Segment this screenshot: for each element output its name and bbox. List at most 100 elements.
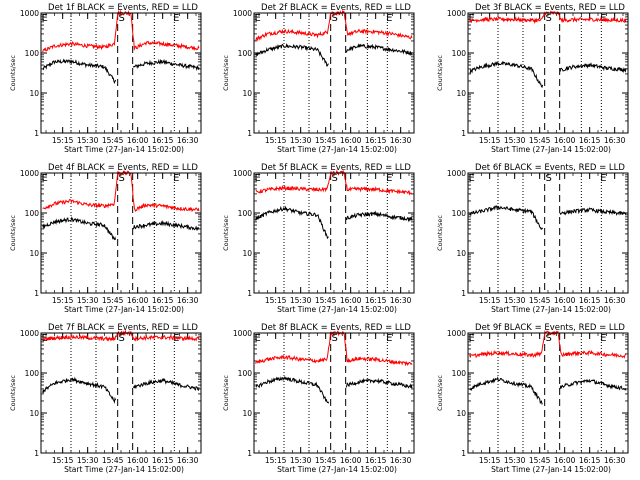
lld-series-line [255,330,413,367]
x-tick-label: 15:30 [504,296,526,305]
x-tick-label: 15:45 [529,456,551,465]
marker-label: S [118,173,124,184]
x-tick-label: 15:45 [102,456,124,465]
events-series-line [255,205,329,240]
y-tick-label: 1000 [20,329,39,338]
y-axis-label: Counts/sec [9,375,17,411]
lld-series-line [469,10,627,24]
y-tick-label: 100 [238,49,253,58]
marker-label: E [255,13,261,24]
panel-title: Det 7f BLACK = Events, RED = LLD [48,323,198,333]
y-tick-label: 10 [456,409,466,418]
events-series-line [559,207,627,216]
y-tick-label: 1000 [447,9,466,18]
x-tick-label: 15:15 [265,136,287,145]
plot-frame [253,172,415,294]
x-tick-label: 16:30 [604,296,626,305]
marker-label: S [118,13,124,24]
y-tick-label: 100 [452,49,467,58]
plot-frame [467,332,629,454]
lld-series-line [469,329,627,359]
y-tick-label: 1 [34,129,39,138]
x-tick-label: 16:30 [177,136,199,145]
x-axis-label: Start Time (27-Jan-14 15:02:00) [277,145,397,154]
events-series-line [42,376,117,404]
panel-title: Det 6f BLACK = Events, RED = LLD [475,163,625,173]
x-tick-label: 16:30 [604,136,626,145]
events-series-line [559,378,627,391]
x-axis-label: Start Time (27-Jan-14 15:02:00) [64,305,184,314]
events-series-line [132,377,200,392]
events-series-line [345,43,413,56]
x-tick-label: 15:15 [265,456,287,465]
x-tick-label: 15:45 [529,296,551,305]
y-tick-label: 10 [456,89,466,98]
y-tick-label: 1000 [20,9,39,18]
y-axis-label: Counts/sec [9,55,17,91]
detector-panel: Det 4f BLACK = Events, RED = LLD Counts/s… [9,163,202,314]
detector-panel: Det 2f BLACK = Events, RED = LLD Counts/s… [222,3,415,154]
events-series-line [132,58,200,72]
plot-frame [40,172,202,294]
x-tick-label: 15:15 [479,456,501,465]
panel-title: Det 2f BLACK = Events, RED = LLD [261,3,411,13]
marker-label: E [386,13,392,24]
events-series-line [42,216,117,241]
y-tick-label: 1000 [233,169,252,178]
x-tick-label: 16:15 [579,136,601,145]
detector-panel: Det 6f BLACK = Events, RED = LLD Counts/s… [436,163,629,314]
events-series-line [255,43,329,67]
y-tick-label: 100 [452,209,467,218]
x-axis-label: Start Time (27-Jan-14 15:02:00) [277,305,397,314]
panel-title: Det 4f BLACK = Events, RED = LLD [48,163,198,173]
y-tick-label: 10 [242,249,252,258]
events-series-line [469,60,544,89]
y-tick-label: 1 [461,289,466,298]
y-tick-label: 1 [247,449,252,458]
y-tick-label: 100 [238,369,253,378]
detector-panel: Det 8f BLACK = Events, RED = LLD Counts/s… [222,323,415,474]
y-tick-label: 1 [461,449,466,458]
y-tick-label: 1000 [20,169,39,178]
y-axis-label: Counts/sec [9,215,17,251]
marker-label: E [386,173,392,184]
x-tick-label: 15:45 [315,296,337,305]
x-tick-label: 15:15 [52,296,74,305]
x-tick-label: 15:30 [504,136,526,145]
x-tick-label: 15:30 [290,456,312,465]
x-tick-label: 16:30 [390,296,412,305]
y-tick-label: 1000 [447,169,466,178]
x-tick-label: 16:00 [554,296,576,305]
plot-frame [467,12,629,134]
marker-label: E [173,173,179,184]
marker-label: S [331,333,337,344]
x-tick-label: 15:30 [290,136,312,145]
y-tick-label: 10 [456,249,466,258]
marker-label: E [42,173,48,184]
y-axis-label: Counts/sec [436,215,444,251]
events-series-line [469,376,543,405]
x-tick-label: 15:45 [102,136,124,145]
x-tick-label: 16:15 [579,296,601,305]
detector-panel: Det 7f BLACK = Events, RED = LLD Counts/s… [9,323,202,474]
y-axis-label: Counts/sec [222,55,230,91]
x-tick-label: 16:00 [127,456,149,465]
x-tick-label: 15:30 [77,296,99,305]
x-tick-label: 16:30 [177,296,199,305]
x-tick-label: 15:45 [102,296,124,305]
marker-label: E [600,173,606,184]
y-axis-label: Counts/sec [436,375,444,411]
x-tick-label: 15:30 [77,456,99,465]
x-axis-label: Start Time (27-Jan-14 15:02:00) [491,305,611,314]
x-tick-label: 15:15 [479,296,501,305]
x-tick-label: 16:00 [340,136,362,145]
y-axis-label: Counts/sec [436,55,444,91]
y-tick-label: 1 [461,129,466,138]
x-tick-label: 16:15 [365,296,387,305]
x-axis-label: Start Time (27-Jan-14 15:02:00) [64,465,184,474]
x-tick-label: 16:15 [152,136,174,145]
panel-title: Det 9f BLACK = Events, RED = LLD [475,323,625,333]
events-series-line [345,377,413,389]
x-tick-label: 16:15 [365,136,387,145]
y-tick-label: 10 [242,409,252,418]
